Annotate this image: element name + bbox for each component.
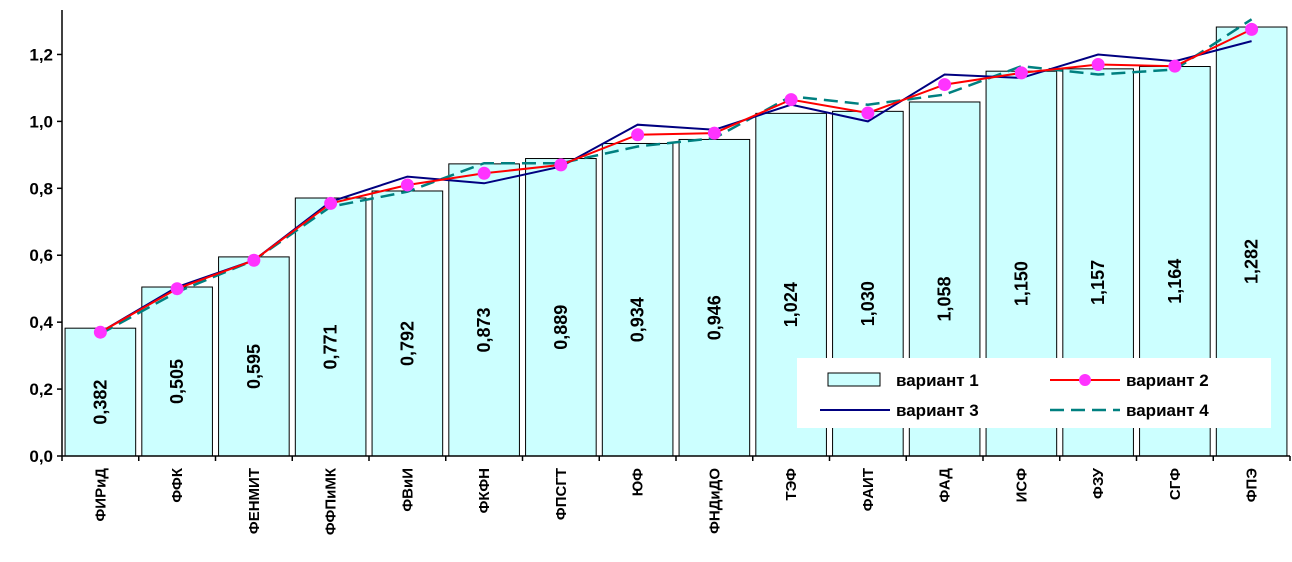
series-point-variant-2 xyxy=(400,178,414,192)
bar-value-label: 0,382 xyxy=(90,380,110,425)
series-point-variant-2 xyxy=(707,126,721,140)
bar-value-label: 0,934 xyxy=(628,297,648,342)
bar-value-label: 0,505 xyxy=(167,359,187,404)
bar-value-label: 1,030 xyxy=(858,281,878,326)
x-tick-label: ФПЭ xyxy=(1244,468,1261,503)
legend-label-вариант-3: вариант 3 xyxy=(896,401,979,420)
legend-label-вариант-2: вариант 2 xyxy=(1126,371,1209,390)
series-line-variant-4 xyxy=(99,18,1253,335)
bar-value-label: 1,282 xyxy=(1242,239,1262,284)
bar-ФФПиМК xyxy=(294,197,367,457)
y-tick-label: 0,0 xyxy=(29,447,53,466)
x-tick-label: ФЕНМИТ xyxy=(246,468,263,534)
series-point-variant-2 xyxy=(170,282,184,296)
series-point-variant-2 xyxy=(861,106,875,120)
bar-ФКФН xyxy=(448,163,520,457)
bar-value-label: 1,150 xyxy=(1011,261,1031,306)
bar-value-label: 0,873 xyxy=(474,307,494,352)
legend-swatch-marker-variant-2 xyxy=(1079,374,1091,386)
series-point-variant-2 xyxy=(247,253,261,267)
bar-value-label: 1,058 xyxy=(935,276,955,321)
x-tick-label: ФАИТ xyxy=(860,468,877,511)
bar-value-label: 0,595 xyxy=(244,344,264,389)
bar-value-label: 0,792 xyxy=(397,321,417,366)
x-tick-label: СГФ xyxy=(1167,468,1184,500)
series-point-variant-2 xyxy=(1091,58,1105,71)
bar-value-label: 1,024 xyxy=(781,282,801,327)
y-tick-label: 0,2 xyxy=(29,380,53,399)
series-point-variant-2 xyxy=(324,196,338,210)
series-point-variant-2 xyxy=(631,128,645,142)
legend: вариант 1 вариант 2 вариант 3 вариант 4 xyxy=(797,358,1271,428)
series-point-variant-2 xyxy=(554,158,568,172)
series-point-variant-2 xyxy=(1014,66,1028,80)
series-point-variant-2 xyxy=(93,325,107,339)
bar-ФВиИ xyxy=(371,190,444,457)
bar-value-label: 0,889 xyxy=(551,305,571,350)
x-tick-label: ФНДиДО xyxy=(706,468,723,534)
y-tick-label: 0,4 xyxy=(29,313,53,332)
series-line-variant-2 xyxy=(99,28,1253,334)
bar-value-label: 1,164 xyxy=(1165,259,1185,304)
x-tick-label: ФКФН xyxy=(476,468,493,513)
bar-value-label: 1,157 xyxy=(1088,260,1108,305)
legend-label-вариант-4: вариант 4 xyxy=(1126,401,1209,420)
bar-ЮФ xyxy=(601,142,674,457)
legend-label-вариант-1: вариант 1 xyxy=(896,371,979,390)
bar-ФИРиД xyxy=(64,327,137,457)
x-tick-label: ФФПиМК xyxy=(323,467,340,535)
bar-labels-group: 0,382 0,505 0,595 0,771 0,792 0,873 0,889 0,934… xyxy=(90,239,1261,425)
series-point-variant-2 xyxy=(1245,22,1259,36)
legend-swatch-bar xyxy=(827,372,881,387)
x-tick-label: ФИРиД xyxy=(92,468,109,522)
x-tick-label: ФПСГТ xyxy=(553,468,570,520)
y-tick-label: 0,8 xyxy=(29,179,53,198)
series-point-variant-2 xyxy=(1168,59,1182,73)
series-point-variant-2 xyxy=(784,93,798,107)
x-tick-label: ФЗУ xyxy=(1090,467,1107,499)
axes-group: 0,0 0,2 0,4 0,6 0,8 1,0 1,2 ФИРиД ФФК ФЕНМИТ ФФПиМ… xyxy=(29,10,1291,535)
series-point-variant-2 xyxy=(938,78,952,92)
y-tick-label: 1,2 xyxy=(29,45,53,64)
x-tick-label: ЮФ xyxy=(630,468,647,496)
y-tick-label: 1,0 xyxy=(29,112,53,131)
bar-ФФК xyxy=(141,286,213,457)
legend-box xyxy=(797,358,1271,428)
series-point-variant-2 xyxy=(477,166,491,180)
x-tick-label: ФВиИ xyxy=(399,468,416,512)
x-tick-label: ФФК xyxy=(169,467,186,502)
x-tick-label: ИСФ xyxy=(1013,468,1030,503)
x-tick-label: ТЭФ xyxy=(783,468,800,501)
lines-group xyxy=(93,18,1259,339)
bar-value-label: 0,771 xyxy=(321,324,341,369)
bar-value-label: 0,946 xyxy=(704,295,724,340)
x-tick-label: ФАД xyxy=(937,468,954,503)
y-tick-label: 0,6 xyxy=(29,246,53,265)
